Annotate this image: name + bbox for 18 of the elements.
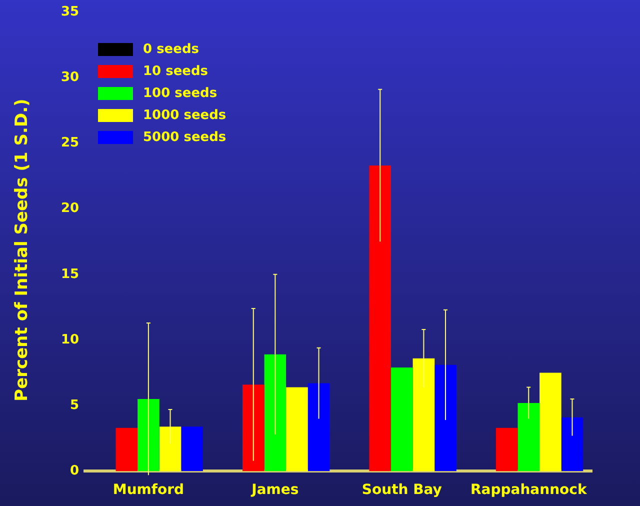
legend-label: 5000 seeds bbox=[143, 130, 226, 144]
y-axis-title: Percent of Initial Seeds (1 S.D.) bbox=[12, 98, 32, 402]
x-tick-label: James bbox=[250, 482, 299, 498]
y-tick-label: 20 bbox=[60, 201, 80, 216]
x-tick-label: Mumford bbox=[112, 482, 184, 498]
legend-label: 0 seeds bbox=[143, 42, 199, 56]
y-tick-label: 5 bbox=[70, 398, 80, 413]
legend-label: 10 seeds bbox=[143, 64, 208, 78]
y-tick-label: 35 bbox=[60, 4, 80, 20]
y-tick-label: 25 bbox=[60, 136, 80, 151]
legend-label: 1000 seeds bbox=[143, 108, 226, 122]
y-tick-label: 15 bbox=[60, 266, 80, 282]
y-tick-label: 30 bbox=[60, 70, 80, 85]
legend-label: 100 seeds bbox=[143, 86, 218, 100]
x-tick-label: Rappahannock bbox=[470, 482, 588, 498]
y-tick-label: 0 bbox=[70, 464, 80, 479]
x-tick-label: South Bay bbox=[362, 482, 442, 498]
y-tick-label: 10 bbox=[60, 332, 80, 348]
